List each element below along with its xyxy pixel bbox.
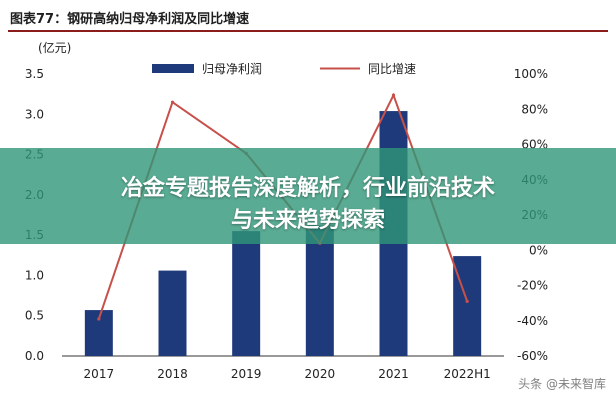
right-tick-label: -20% (517, 279, 548, 293)
left-tick-label: 0.0 (25, 349, 44, 363)
watermark: 头条 @未来智库 (518, 377, 606, 391)
banner-title-line-1: 冶金专题报告深度解析，行业前沿技术 (120, 176, 495, 201)
left-tick-label: 1.0 (25, 268, 44, 282)
left-tick-label: 3.5 (25, 67, 44, 81)
category-label: 2022H1 (444, 367, 491, 381)
category-label: 2020 (305, 367, 336, 381)
right-tick-label: -60% (517, 349, 548, 363)
growth-point (391, 93, 396, 97)
profit-bar (158, 270, 187, 356)
profit-bar (305, 225, 334, 356)
right-tick-label: 100% (514, 67, 548, 81)
right-tick-label: 80% (521, 102, 548, 116)
legend-bar-label: 归母净利润 (202, 62, 262, 76)
banner-title-line-2: 与未来趋势探索 (230, 208, 385, 233)
figure-title: 图表77：钢研高纳归母净利润及同比增速 (10, 12, 250, 27)
right-tick-label: 0% (529, 243, 548, 257)
legend-line-label: 同比增速 (368, 62, 416, 76)
title-divider (8, 30, 608, 32)
left-tick-label: 0.5 (25, 309, 44, 323)
category-label: 2021 (378, 367, 409, 381)
left-tick-label: 3.0 (25, 107, 44, 121)
growth-point (97, 317, 101, 321)
left-axis-unit: (亿元) (38, 40, 71, 55)
legend-bar-swatch (152, 64, 194, 73)
category-label: 2017 (84, 367, 115, 381)
article-banner: 冶金专题报告深度解析，行业前沿技术 与未来趋势探索 (0, 148, 616, 244)
category-label: 2019 (231, 367, 262, 381)
growth-point (465, 299, 469, 303)
category-label: 2018 (157, 367, 188, 381)
profit-bar (232, 231, 261, 356)
growth-point (170, 100, 175, 104)
right-tick-label: -40% (517, 314, 548, 328)
